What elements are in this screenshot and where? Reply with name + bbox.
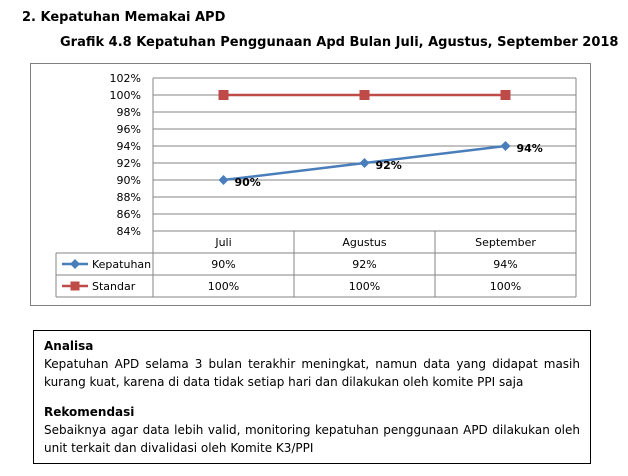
recommendation-text: Sebaiknya agar data lebih valid, monitor…: [44, 423, 580, 455]
y-tick-label: 102%: [110, 72, 141, 85]
y-tick-label: 94%: [117, 140, 141, 153]
data-point-diamond: [500, 141, 511, 151]
y-tick-label: 96%: [117, 123, 141, 136]
data-point-diamond: [359, 158, 370, 168]
x-category-label: Agustus: [342, 236, 386, 249]
x-category-label: Juli: [214, 236, 231, 249]
data-label: 90%: [235, 176, 261, 189]
y-tick-label: 92%: [117, 157, 141, 170]
y-tick-label: 88%: [117, 191, 141, 204]
y-tick-label: 90%: [117, 174, 141, 187]
legend-marker-square: [70, 281, 80, 291]
legend-marker-diamond: [70, 259, 80, 269]
y-tick-label: 86%: [117, 208, 141, 221]
analysis-text: Kepatuhan APD selama 3 bulan terakhir me…: [44, 357, 580, 389]
x-category-label: September: [475, 236, 536, 249]
table-value: 100%: [490, 280, 521, 293]
analysis-title: Analisa: [44, 339, 94, 353]
data-label: 94%: [517, 142, 543, 155]
chart-frame: [30, 63, 591, 306]
y-tick-label: 84%: [117, 225, 141, 238]
chart-title: Grafik 4.8 Kepatuhan Penggunaan Apd Bula…: [60, 35, 619, 50]
y-tick-label: 100%: [110, 89, 141, 102]
table-value: 92%: [352, 258, 376, 271]
notes-box: Analisa Kepatuhan APD selama 3 bulan ter…: [33, 330, 591, 464]
recommendation-title: Rekomendasi: [44, 405, 135, 419]
table-value: 100%: [208, 280, 239, 293]
data-point-square: [500, 90, 511, 100]
table-value: 94%: [493, 258, 517, 271]
section-heading: 2. Kepatuhan Memakai APD: [22, 10, 226, 25]
legend-label: Standar: [92, 280, 136, 293]
y-tick-label: 98%: [117, 106, 141, 119]
data-point-square: [218, 90, 229, 100]
table-value: 100%: [349, 280, 380, 293]
legend-label: Kepatuhan: [92, 258, 151, 271]
data-point-square: [359, 90, 370, 100]
data-label: 92%: [376, 159, 402, 172]
table-value: 90%: [211, 258, 235, 271]
data-point-diamond: [218, 175, 229, 185]
